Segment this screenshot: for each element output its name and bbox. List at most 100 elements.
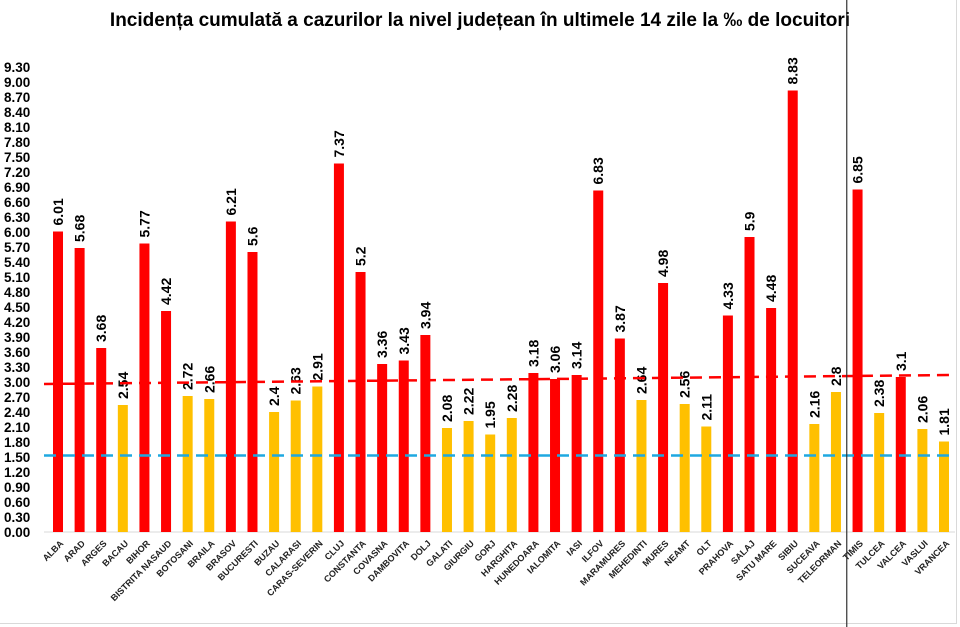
value-label: 2.56	[677, 371, 693, 398]
value-label: 2.16	[806, 391, 822, 418]
bar	[550, 379, 561, 532]
value-label: 4.98	[655, 250, 671, 277]
value-label: 2.8	[828, 366, 844, 386]
value-label: 7.37	[331, 130, 347, 157]
bar	[528, 373, 539, 532]
value-label: 8.83	[785, 57, 801, 84]
bar	[182, 396, 193, 532]
y-tick-label: 6.60	[4, 195, 30, 210]
y-tick-label: 3.90	[4, 330, 30, 345]
bar	[874, 413, 885, 532]
bar	[420, 335, 431, 532]
value-label: 6.85	[850, 156, 866, 183]
bar	[939, 441, 949, 532]
bar	[744, 237, 755, 532]
bar	[139, 243, 150, 532]
y-tick-label: 1.80	[4, 435, 30, 450]
category-label: ALBA	[41, 538, 66, 563]
bar	[377, 364, 388, 532]
value-label: 2.72	[180, 363, 196, 390]
y-tick-label: 5.70	[4, 240, 30, 255]
bar	[722, 315, 733, 532]
bar	[117, 405, 128, 532]
y-tick-label: 9.00	[4, 75, 30, 90]
y-tick-label: 5.10	[4, 270, 30, 285]
value-label: 2.11	[698, 394, 714, 421]
bar	[269, 412, 280, 532]
value-label: 6.83	[590, 157, 606, 184]
value-label: 3.36	[374, 331, 390, 358]
bar	[766, 308, 777, 532]
bar	[787, 90, 798, 532]
bar	[355, 272, 366, 532]
value-label: 2.38	[871, 380, 887, 407]
bar	[441, 428, 452, 532]
value-label: 2.28	[504, 385, 520, 412]
bar	[161, 311, 172, 532]
y-tick-label: 0.60	[4, 495, 30, 510]
value-label: 3.94	[417, 302, 433, 329]
value-label: 3.18	[525, 340, 541, 367]
y-tick-label: 3.30	[4, 360, 30, 375]
y-tick-label: 7.80	[4, 135, 30, 150]
y-tick-label: 4.80	[4, 285, 30, 300]
bar	[398, 360, 409, 532]
value-label: 3.43	[396, 327, 412, 354]
y-tick-label: 4.50	[4, 300, 30, 315]
value-label: 3.14	[569, 342, 585, 369]
value-label: 2.91	[309, 353, 325, 380]
y-tick-label: 3.00	[4, 375, 30, 390]
value-label: 4.33	[720, 282, 736, 309]
bar	[225, 221, 236, 532]
y-tick-label: 6.90	[4, 180, 30, 195]
value-label: 6.21	[223, 188, 239, 215]
y-tick-label: 2.10	[4, 420, 30, 435]
value-label: 3.1	[893, 351, 909, 371]
y-tick-label: 1.20	[4, 465, 30, 480]
y-tick-label: 2.40	[4, 405, 30, 420]
value-label: 4.48	[763, 275, 779, 302]
bar	[290, 400, 301, 532]
y-tick-label: 1.50	[4, 450, 30, 465]
bar	[636, 400, 647, 532]
y-tick-label: 4.20	[4, 315, 30, 330]
value-label: 4.42	[158, 278, 174, 305]
value-label: 2.54	[115, 372, 131, 399]
y-tick-label: 2.70	[4, 390, 30, 405]
y-tick-label: 6.30	[4, 210, 30, 225]
y-tick-label: 0.90	[4, 480, 30, 495]
value-label: 2.08	[439, 395, 455, 422]
bar	[53, 231, 63, 532]
y-tick-label: 8.40	[4, 105, 30, 120]
value-label: 3.68	[93, 315, 109, 342]
y-tick-label: 0.00	[4, 525, 30, 540]
value-label: 3.87	[612, 305, 628, 332]
y-tick-label: 5.40	[4, 255, 30, 270]
chart-title: Incidența cumulată a cazurilor la nivel …	[109, 10, 851, 31]
value-label: 2.06	[914, 396, 930, 423]
bar	[830, 392, 841, 532]
bar	[74, 248, 85, 532]
value-label: 5.68	[72, 215, 88, 242]
bar	[571, 375, 582, 532]
bar	[852, 189, 863, 532]
y-tick-label: 0.30	[4, 510, 30, 525]
bar	[679, 404, 690, 532]
bar	[701, 426, 712, 532]
bar	[809, 424, 820, 532]
bar	[204, 399, 215, 532]
value-label: 5.9	[742, 211, 758, 231]
bar	[463, 421, 474, 532]
y-tick-label: 6.00	[4, 225, 30, 240]
bar	[658, 283, 669, 532]
value-label: 5.6	[244, 226, 260, 246]
bar	[506, 418, 517, 532]
y-tick-label: 7.50	[4, 150, 30, 165]
bar	[485, 434, 496, 532]
bar	[593, 190, 604, 532]
y-tick-label: 8.70	[4, 90, 30, 105]
y-tick-label: 9.30	[4, 60, 30, 75]
value-label: 6.01	[50, 198, 66, 225]
bar	[917, 429, 928, 532]
